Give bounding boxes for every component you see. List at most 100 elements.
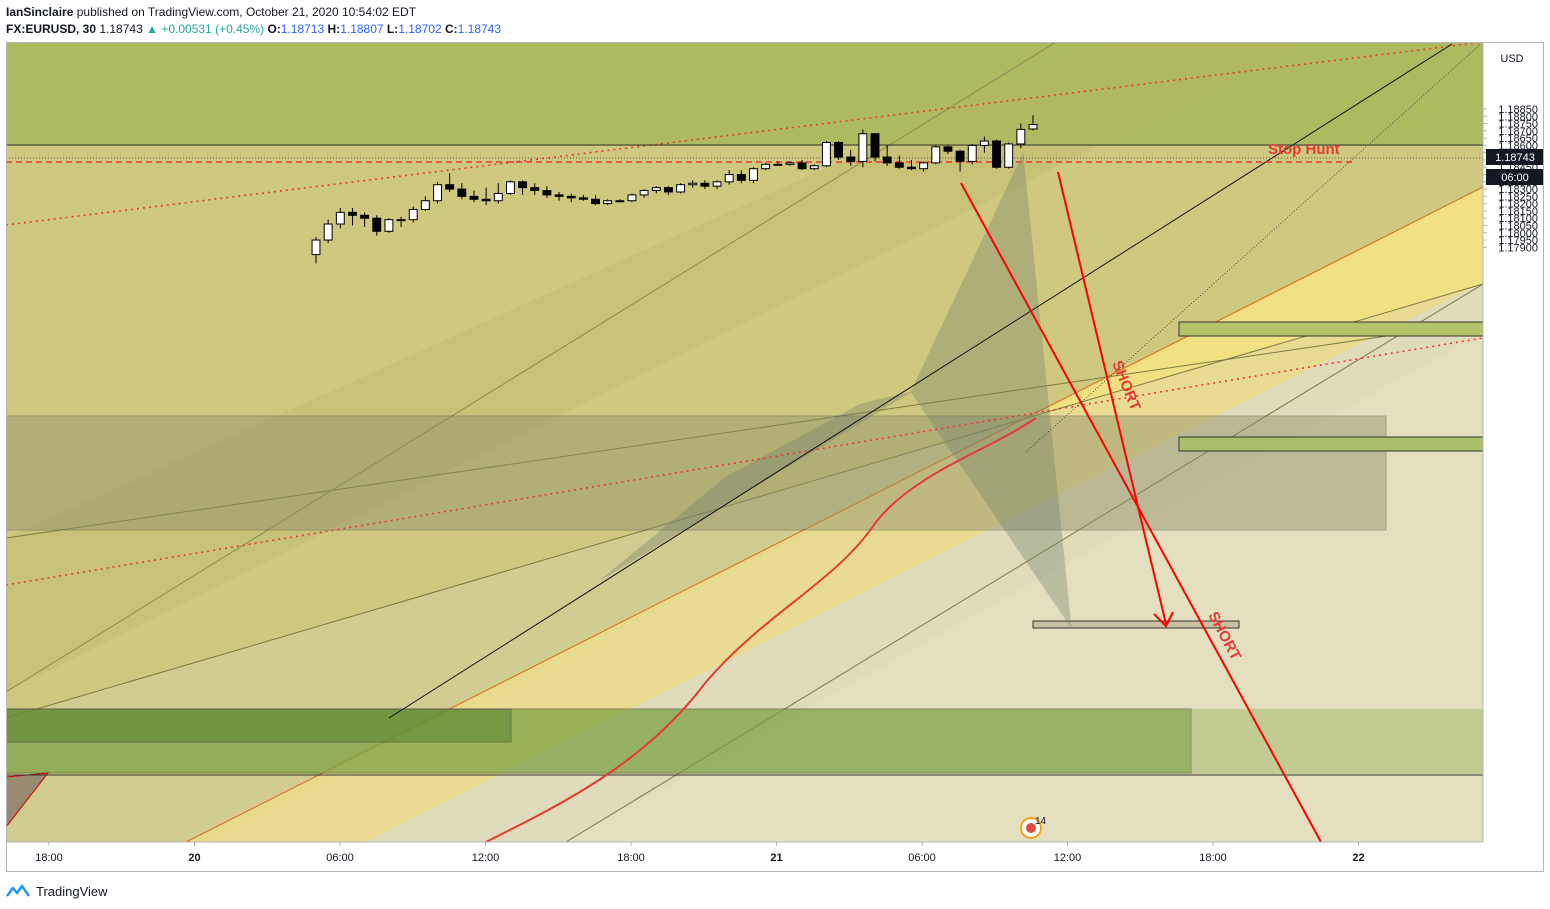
- short-arrow: [1057, 171, 1167, 625]
- candle-down: [700, 182, 710, 187]
- up-arrow-icon: ▲: [146, 22, 158, 36]
- time-tick-label: 18:00: [617, 852, 645, 864]
- candle-up: [773, 163, 783, 166]
- candle-down: [554, 194, 564, 197]
- candle-up: [931, 146, 941, 164]
- fan-zone-wedge: [6, 42, 1306, 692]
- harmonic-pattern: [601, 152, 1072, 628]
- time-tick-label: 20: [188, 852, 200, 864]
- candle-up: [396, 219, 406, 222]
- trendline: [388, 43, 1453, 719]
- fan-zone-upper: [6, 42, 1483, 842]
- low-label: L:: [386, 22, 399, 36]
- ohlc-legend: FX:EURUSD, 30 1.18743 ▲ +0.00531 (+0.45%…: [6, 22, 501, 36]
- candle-down: [481, 198, 491, 202]
- dotted-trendline: [6, 42, 1483, 226]
- high-value: 1.18807: [340, 22, 384, 36]
- low-value: 1.18702: [398, 22, 442, 36]
- candle-down: [882, 156, 892, 164]
- candle-up: [311, 239, 321, 256]
- candle-up: [651, 187, 661, 192]
- trendline-dotted: [1025, 42, 1483, 453]
- time-tick-label: 21: [770, 852, 782, 864]
- price-tick-label: 1.18050: [1498, 220, 1538, 232]
- candle-down: [846, 156, 856, 162]
- last-price-tag-text: 1.18743: [1495, 152, 1535, 164]
- candle-down: [955, 150, 965, 162]
- supply-zone: [6, 415, 1387, 531]
- moving-average: [485, 417, 1037, 842]
- price-tick-label: 1.18000: [1498, 228, 1538, 240]
- demand-zone-extension: [6, 709, 1483, 774]
- time-tick-label: 12:00: [1054, 852, 1082, 864]
- candle-up: [858, 133, 868, 162]
- symbol-label[interactable]: FX:EURUSD, 30: [6, 22, 97, 36]
- time-tick-label: 22: [1352, 852, 1364, 864]
- upper-green-band: [6, 42, 1483, 146]
- candle-up: [676, 184, 686, 193]
- demand-zone: [6, 708, 1192, 774]
- candle-up: [724, 174, 734, 183]
- time-tick-label: 12:00: [472, 852, 500, 864]
- price-tick-label: 1.18850: [1498, 104, 1538, 116]
- drawing-layer: [6, 42, 1483, 842]
- demand-zone-small: [6, 708, 512, 743]
- high-label: H:: [327, 22, 341, 36]
- candle-down: [457, 188, 467, 197]
- price-tick-label: 1.18800: [1498, 111, 1538, 123]
- candle-down: [591, 198, 600, 205]
- candle-up: [1004, 143, 1014, 168]
- candle-up: [967, 144, 977, 162]
- price-tick-label: 1.18650: [1498, 133, 1538, 145]
- price-tick-label: 1.18250: [1498, 191, 1538, 203]
- candlestick-series: [311, 115, 1038, 264]
- chart-canvas[interactable]: Stop Hunt SHORT SHORT 14 USD 1.188501.18…: [6, 42, 1544, 872]
- candle-down: [907, 166, 916, 170]
- publish-info: IanSinclaire published on TradingView.co…: [6, 5, 416, 19]
- short-line: [960, 182, 1322, 842]
- candle-up: [639, 190, 649, 196]
- tradingview-logo-icon[interactable]: [6, 884, 30, 898]
- price-tick-label: 1.17900: [1498, 242, 1538, 254]
- time-tick-label: 06:00: [326, 852, 354, 864]
- price-tick-label: 1.17950: [1498, 235, 1538, 247]
- candle-up: [505, 181, 515, 194]
- candle-down: [870, 133, 880, 158]
- open-label: O:: [267, 22, 281, 36]
- time-axis[interactable]: 18:00 20 06:00 12:00 18:00 21 06:00 12:00 18:00 2…: [6, 841, 1544, 872]
- chart-area[interactable]: Stop Hunt SHORT SHORT 14 USD 1.18850 1.18…: [6, 42, 1544, 872]
- countdown-tag-text: 06:00: [1501, 172, 1529, 184]
- order-block-lower: [1178, 436, 1483, 452]
- candle-down: [566, 195, 576, 199]
- short-arrowhead: [1153, 611, 1174, 628]
- candle-up: [1028, 124, 1038, 130]
- candle-up: [1016, 128, 1026, 145]
- candle-up: [384, 219, 394, 232]
- candle-up: [785, 162, 795, 165]
- time-ticks: 18:00 20 06:00 12:00 18:00 21 06:00 12:00 18:00 2…: [35, 842, 1365, 864]
- open-value: 1.18713: [280, 22, 325, 36]
- candle-down: [834, 141, 844, 158]
- candle-down: [372, 217, 382, 232]
- candle-up: [761, 163, 771, 170]
- candle-up: [323, 223, 333, 241]
- candle-down: [445, 184, 455, 190]
- price-tick-label: 1.18750: [1498, 119, 1538, 131]
- price-tick-label: 1.18700: [1498, 126, 1538, 138]
- time-tick-label: 18:00: [1199, 852, 1227, 864]
- candle-down: [530, 187, 540, 192]
- candle-up: [408, 208, 418, 221]
- close-label: C:: [444, 22, 458, 36]
- candle-down: [943, 146, 953, 152]
- event-badge[interactable]: 14: [1020, 816, 1047, 839]
- candle-up: [420, 200, 430, 210]
- brand-name[interactable]: TradingView: [36, 883, 108, 899]
- candle-down: [663, 187, 673, 193]
- candle-down: [578, 197, 588, 200]
- candle-down: [736, 174, 746, 181]
- flag-dot-icon: [1026, 823, 1036, 833]
- candle-up: [335, 211, 345, 225]
- candle-up: [712, 181, 722, 187]
- author-name[interactable]: IanSinclaire: [6, 5, 74, 19]
